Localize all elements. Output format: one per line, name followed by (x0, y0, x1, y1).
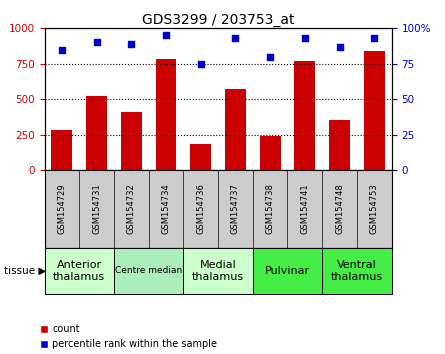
Text: Anterior
thalamus: Anterior thalamus (53, 260, 105, 282)
Text: tissue ▶: tissue ▶ (4, 266, 47, 276)
Legend: count, percentile rank within the sample: count, percentile rank within the sample (40, 324, 217, 349)
Point (267, 54, 274, 59)
Text: GSM154737: GSM154737 (231, 183, 240, 234)
Text: GSM154729: GSM154729 (57, 183, 66, 234)
Point (162, 33, 170, 38)
Point (232, 35, 239, 41)
Title: GDS3299 / 203753_at: GDS3299 / 203753_at (142, 13, 294, 27)
Bar (52, 130, 72, 170)
Bar (364, 51, 384, 170)
FancyBboxPatch shape (114, 248, 183, 294)
Text: Pulvinar: Pulvinar (265, 266, 310, 276)
FancyBboxPatch shape (253, 248, 322, 294)
FancyBboxPatch shape (183, 248, 253, 294)
Bar (329, 120, 350, 170)
Text: Ventral
thalamus: Ventral thalamus (331, 260, 383, 282)
Text: GSM154736: GSM154736 (196, 183, 205, 234)
FancyBboxPatch shape (44, 248, 114, 294)
Text: GSM154748: GSM154748 (335, 183, 344, 234)
Text: Medial
thalamus: Medial thalamus (192, 260, 244, 282)
Bar (86, 96, 107, 170)
Text: GSM154731: GSM154731 (92, 183, 101, 234)
Bar (225, 89, 246, 170)
Bar (121, 112, 142, 170)
Text: GSM154753: GSM154753 (370, 183, 379, 234)
Text: GSM154738: GSM154738 (266, 183, 275, 234)
Bar (156, 59, 176, 170)
Point (58, 47, 65, 52)
Bar (260, 136, 280, 170)
Point (301, 35, 308, 41)
Bar (190, 144, 211, 170)
Point (336, 44, 343, 50)
Text: GSM154741: GSM154741 (300, 183, 309, 234)
Text: Centre median: Centre median (115, 266, 182, 275)
Point (197, 61, 204, 67)
Text: GSM154734: GSM154734 (162, 183, 170, 234)
Bar (295, 61, 315, 170)
Point (128, 41, 135, 47)
Point (371, 35, 378, 41)
Text: GSM154732: GSM154732 (127, 183, 136, 234)
Point (93, 40, 100, 45)
FancyBboxPatch shape (322, 248, 392, 294)
